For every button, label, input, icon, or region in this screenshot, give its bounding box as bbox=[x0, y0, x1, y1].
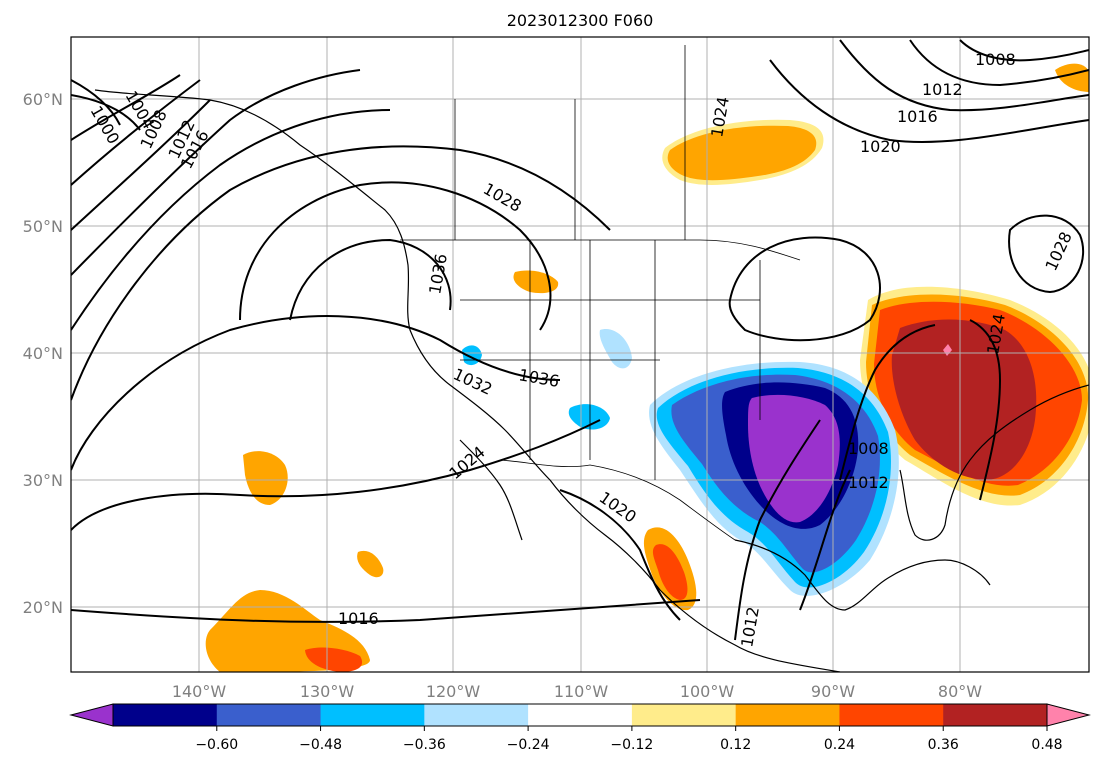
isobar-1020-mex bbox=[559, 489, 681, 621]
isobar-label: 1016 bbox=[338, 609, 379, 628]
warm-anomaly-labrador bbox=[1055, 63, 1089, 92]
lon-label: 80°W bbox=[938, 682, 982, 701]
colorbar-tick-label: −0.12 bbox=[610, 737, 653, 753]
colorbar-tick-label: −0.60 bbox=[195, 737, 238, 753]
warm-anomaly-mexico-inner bbox=[652, 544, 688, 600]
political-borders bbox=[400, 45, 801, 541]
isobar-1008-ne bbox=[959, 39, 1089, 62]
colorbar-segment bbox=[631, 704, 737, 726]
warm-anomaly-pacific-3 bbox=[357, 550, 384, 578]
shaded-anomaly-fields bbox=[205, 63, 1089, 672]
isobar-1012-e bbox=[799, 469, 851, 611]
colorbar-segment bbox=[424, 704, 529, 726]
isobar-label: 1008 bbox=[975, 50, 1016, 69]
isobar-1024-w bbox=[71, 109, 391, 331]
colorbar-tick-label: 0.48 bbox=[1031, 737, 1062, 753]
colorbar-tick-label: 0.24 bbox=[824, 737, 855, 753]
lon-label: 90°W bbox=[811, 682, 855, 701]
longitude-labels: 140°W 130°W 120°W 110°W 100°W 90°W 80°W bbox=[172, 682, 982, 701]
figure-title: 2023012300 F060 bbox=[507, 11, 654, 30]
colorbar-tick-label: 0.36 bbox=[928, 737, 959, 753]
isobar-1028-e bbox=[1008, 214, 1085, 294]
isobar-label: 1008 bbox=[848, 439, 889, 458]
lon-label: 120°W bbox=[426, 682, 481, 701]
isobar-1016-w bbox=[71, 99, 211, 231]
map-area: 1000 1004 1008 1012 1016 1024 1028 1036 … bbox=[71, 37, 1089, 672]
colorbar-frame bbox=[112, 703, 1048, 727]
isobars bbox=[71, 39, 1089, 641]
isobar-1020-w bbox=[71, 69, 361, 276]
colorbar-segment bbox=[528, 704, 633, 726]
cold-anomaly-rockies-2 bbox=[568, 404, 610, 430]
lat-label: 20°N bbox=[23, 598, 63, 617]
isobar-label: 1020 bbox=[860, 137, 901, 156]
cold-anomaly-rockies-3 bbox=[599, 329, 632, 369]
colorbar-tick-label: −0.48 bbox=[299, 737, 342, 753]
isobar-1016-s bbox=[71, 599, 701, 623]
isobar-1000 bbox=[71, 79, 121, 126]
isobar-1012 bbox=[71, 79, 201, 186]
colorbar-segment bbox=[839, 704, 944, 726]
colorbar-extend-high bbox=[1046, 703, 1091, 727]
colorbar-extend-low bbox=[69, 703, 114, 727]
isobar-1008-e bbox=[839, 324, 936, 481]
colorbar: −0.60 −0.48 −0.36 −0.24 −0.12 0.12 0.24 0.36 0.4… bbox=[69, 703, 1091, 753]
lat-label: 30°N bbox=[23, 471, 63, 490]
colorbar-segment bbox=[113, 704, 218, 726]
lon-label: 130°W bbox=[300, 682, 355, 701]
isobar-1012-gulf bbox=[734, 419, 821, 641]
warm-anomaly-pacific-2 bbox=[243, 451, 288, 505]
colorbar-segment bbox=[320, 704, 425, 726]
isobar-1024-e bbox=[969, 319, 1002, 501]
isobar-1020-s bbox=[71, 315, 561, 471]
latitude-labels: 60°N 50°N 40°N 30°N 20°N bbox=[23, 90, 63, 617]
isobar-1016-ne bbox=[839, 39, 1089, 112]
isobar-1032-w bbox=[239, 181, 552, 331]
colorbar-tick-label: 0.12 bbox=[720, 737, 751, 753]
lat-label: 60°N bbox=[23, 90, 63, 109]
warm-anomaly-pacific-inner bbox=[305, 647, 363, 672]
isobar-1004 bbox=[71, 94, 141, 131]
lon-label: 110°W bbox=[554, 682, 609, 701]
isobar-label: 1012 bbox=[922, 80, 963, 99]
warm-anomaly-east-inner3 bbox=[891, 319, 1037, 480]
map-frame bbox=[70, 36, 1090, 673]
isobar-label: 1016 bbox=[897, 107, 938, 126]
warm-anomaly-canada-inner bbox=[667, 125, 817, 181]
isobar-ring-central bbox=[728, 236, 881, 342]
colorbar-tick-label: −0.36 bbox=[403, 737, 446, 753]
isobar-1024-s bbox=[71, 419, 601, 531]
lon-label: 100°W bbox=[680, 682, 735, 701]
colorbar-segment bbox=[216, 704, 322, 726]
lon-label: 140°W bbox=[172, 682, 227, 701]
isobar-1028-w bbox=[71, 145, 611, 401]
lat-lon-grid bbox=[71, 37, 1089, 672]
isobar-1012-ne bbox=[909, 39, 1089, 87]
lat-label: 40°N bbox=[23, 344, 63, 363]
colorbar-tick-label: −0.24 bbox=[507, 737, 550, 753]
colorbar-segment bbox=[943, 704, 1048, 726]
isobar-1020-ne bbox=[769, 59, 1089, 143]
isobar-1008 bbox=[71, 74, 181, 141]
coastlines bbox=[94, 89, 1089, 672]
colorbar-segment bbox=[735, 704, 840, 726]
isobar-1036-w bbox=[289, 238, 452, 321]
lat-label: 50°N bbox=[23, 217, 63, 236]
isobar-label: 1012 bbox=[848, 473, 889, 492]
